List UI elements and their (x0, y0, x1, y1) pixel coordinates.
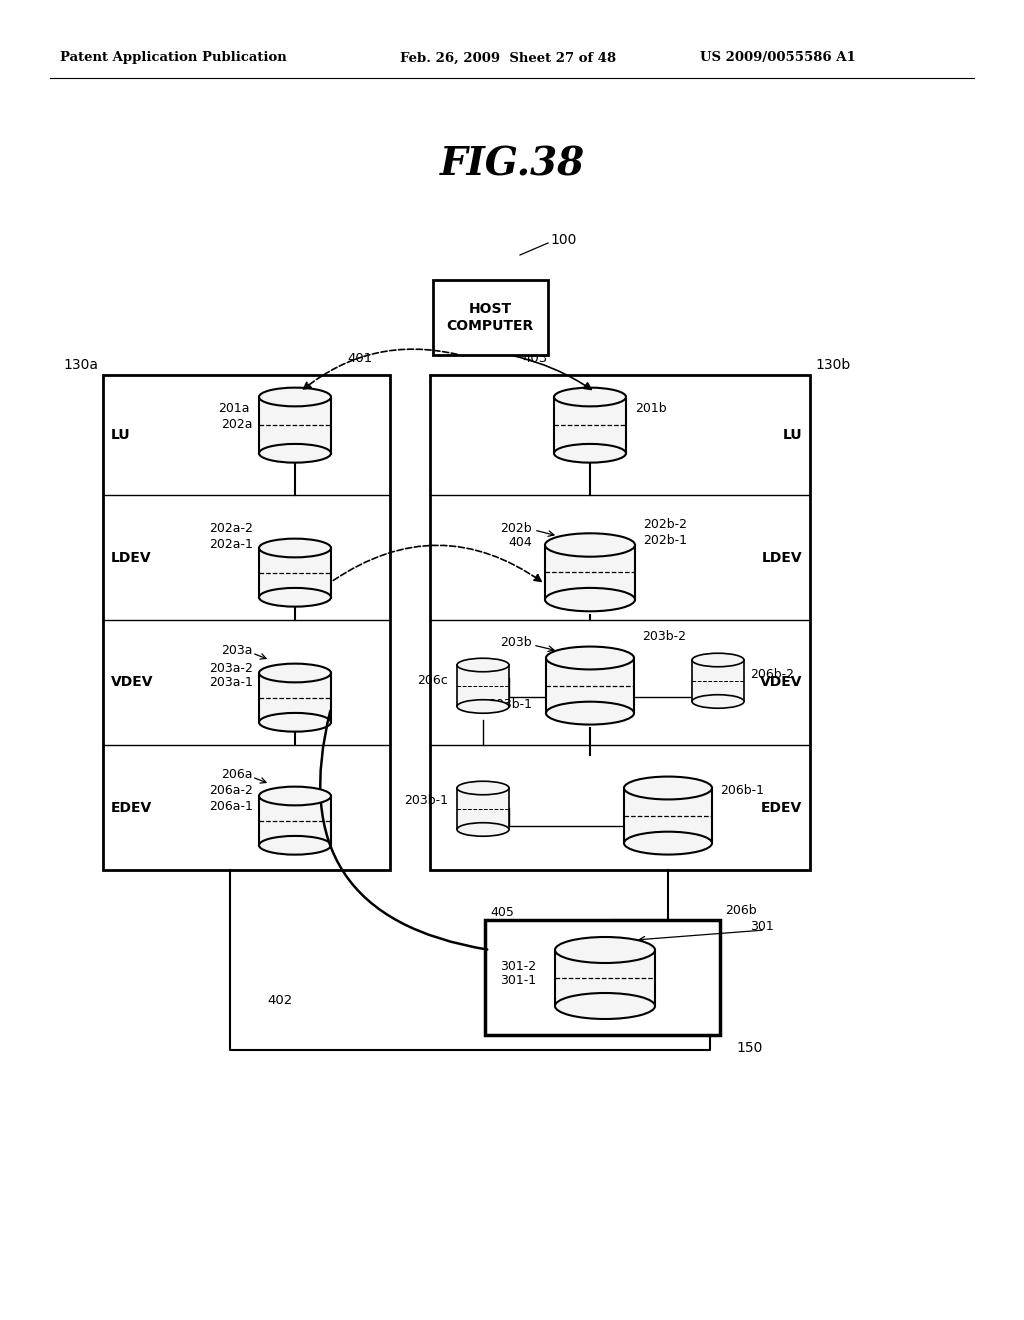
Ellipse shape (457, 700, 509, 713)
Ellipse shape (546, 702, 634, 725)
Text: 203b-2: 203b-2 (642, 630, 686, 643)
Text: 401: 401 (347, 351, 373, 364)
Bar (103, 375, 390, 870)
Text: 202b: 202b (501, 521, 532, 535)
Text: FIG.38: FIG.38 (439, 147, 585, 183)
Bar (485, 920, 720, 1035)
Bar (545, 545, 635, 599)
Bar (259, 673, 331, 722)
FancyArrowPatch shape (333, 545, 542, 581)
Text: 206a-2: 206a-2 (209, 784, 253, 797)
Ellipse shape (554, 388, 626, 407)
Text: 201a: 201a (218, 401, 250, 414)
Text: 202b-1: 202b-1 (643, 533, 687, 546)
Text: 202a: 202a (221, 418, 253, 432)
Text: US 2009/0055586 A1: US 2009/0055586 A1 (700, 51, 856, 65)
Text: 404: 404 (508, 536, 532, 549)
Ellipse shape (259, 836, 331, 854)
Text: LU: LU (111, 428, 131, 442)
Text: VDEV: VDEV (111, 676, 154, 689)
Text: 203b-1: 203b-1 (404, 793, 449, 807)
Bar (457, 665, 509, 706)
Text: 301-2: 301-2 (500, 960, 537, 973)
Text: 405: 405 (490, 906, 514, 919)
Ellipse shape (692, 653, 744, 667)
Text: LDEV: LDEV (762, 550, 802, 565)
Text: HOST
COMPUTER: HOST COMPUTER (446, 302, 534, 333)
Text: 206c: 206c (417, 673, 449, 686)
Text: 201b: 201b (635, 401, 667, 414)
FancyArrowPatch shape (513, 355, 591, 389)
Text: 203b-1: 203b-1 (488, 698, 532, 711)
Ellipse shape (692, 694, 744, 709)
Ellipse shape (545, 587, 635, 611)
Bar (430, 375, 810, 870)
Bar (457, 788, 509, 829)
Text: EDEV: EDEV (761, 800, 802, 814)
Ellipse shape (259, 444, 331, 462)
Ellipse shape (457, 781, 509, 795)
Text: LU: LU (782, 428, 802, 442)
Ellipse shape (259, 713, 331, 731)
Bar (692, 660, 744, 701)
Text: 402: 402 (267, 994, 293, 1006)
Ellipse shape (546, 647, 634, 669)
Ellipse shape (545, 533, 635, 557)
Text: 203b: 203b (501, 636, 532, 649)
Text: 203a: 203a (221, 644, 253, 656)
Text: 301-1: 301-1 (500, 974, 537, 986)
Ellipse shape (259, 664, 331, 682)
Text: 301: 301 (750, 920, 774, 932)
Text: 100: 100 (550, 234, 577, 247)
Text: Patent Application Publication: Patent Application Publication (60, 51, 287, 65)
Text: 206a: 206a (221, 767, 253, 780)
Ellipse shape (457, 822, 509, 837)
Bar (555, 950, 655, 1006)
Text: 206b-2: 206b-2 (750, 668, 794, 681)
Text: 150: 150 (737, 1041, 763, 1055)
Text: 202a-2: 202a-2 (209, 521, 253, 535)
Text: EDEV: EDEV (111, 800, 153, 814)
FancyArrowPatch shape (303, 350, 458, 389)
Ellipse shape (457, 659, 509, 672)
Ellipse shape (624, 832, 712, 854)
Text: 130b: 130b (815, 358, 850, 372)
Text: 202b-2: 202b-2 (643, 519, 687, 532)
Ellipse shape (555, 993, 655, 1019)
Bar (554, 397, 626, 453)
Ellipse shape (555, 937, 655, 964)
Bar (546, 657, 634, 713)
Ellipse shape (259, 587, 331, 607)
Ellipse shape (259, 787, 331, 805)
Text: 206b-1: 206b-1 (720, 784, 764, 796)
Text: 206b: 206b (725, 903, 757, 916)
Text: 130a: 130a (63, 358, 98, 372)
Ellipse shape (259, 388, 331, 407)
Text: 202a-1: 202a-1 (209, 537, 253, 550)
Text: LDEV: LDEV (111, 550, 152, 565)
Bar (259, 796, 331, 845)
Bar (432, 280, 548, 355)
Text: 403: 403 (522, 351, 548, 364)
Bar (624, 788, 712, 843)
Ellipse shape (554, 444, 626, 462)
Text: 203a-2: 203a-2 (209, 661, 253, 675)
Bar (259, 548, 331, 597)
Text: Feb. 26, 2009  Sheet 27 of 48: Feb. 26, 2009 Sheet 27 of 48 (400, 51, 616, 65)
Text: 203a-1: 203a-1 (209, 676, 253, 689)
Ellipse shape (259, 539, 331, 557)
Text: VDEV: VDEV (760, 676, 802, 689)
FancyArrowPatch shape (321, 710, 487, 949)
Text: 206a-1: 206a-1 (209, 800, 253, 813)
Ellipse shape (624, 776, 712, 800)
Bar (259, 397, 331, 453)
